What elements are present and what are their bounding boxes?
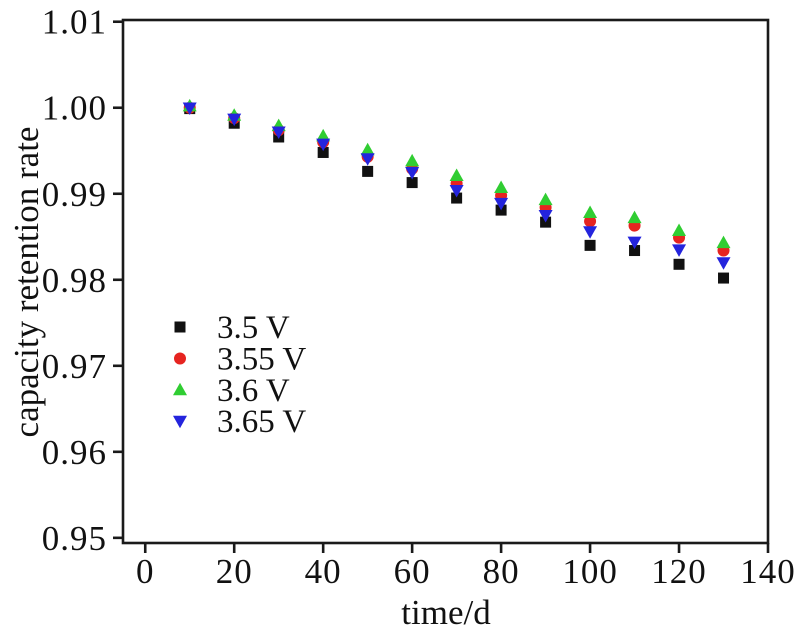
legend-item-3-65-v: 3.65 V [173, 404, 306, 440]
series-3-65-v [182, 102, 731, 270]
y-axis-tick-label: 0.96 [42, 433, 107, 472]
series-3-6-v [182, 98, 731, 249]
legend-label: 3.55 V [217, 342, 306, 378]
data-point-3-5-v [629, 245, 641, 257]
data-point-3-65-v [672, 244, 687, 257]
data-point-3-6-v [627, 210, 642, 224]
legend-circle-icon [174, 352, 186, 365]
data-point-3-5-v [362, 165, 374, 177]
legend-label: 3.65 V [217, 404, 306, 440]
legend-item-3-6-v: 3.6 V [173, 373, 290, 409]
x-axis-tick-label: 60 [394, 552, 431, 591]
x-axis-tick-label: 0 [136, 552, 155, 591]
data-point-3-5-v [673, 258, 685, 270]
data-point-3-65-v [405, 166, 420, 180]
data-point-3-6-v [405, 153, 420, 167]
data-point-3-65-v [360, 153, 375, 166]
y-axis-tick-label: 0.98 [42, 261, 107, 300]
x-axis-tick-label: 20 [216, 552, 253, 591]
legend-item-3-5-v: 3.5 V [174, 310, 290, 346]
legend-triangle-up-icon [173, 382, 187, 396]
data-point-3-6-v [316, 128, 331, 142]
legend-label: 3.5 V [217, 310, 290, 346]
data-point-3-6-v [360, 142, 375, 156]
data-point-3-65-v [538, 209, 553, 223]
y-axis-tick-label: 1.01 [42, 3, 107, 42]
data-point-3-5-v [451, 192, 463, 204]
data-point-3-65-v [182, 102, 197, 115]
y-axis-tick-label: 0.97 [42, 347, 107, 386]
data-point-3-6-v [716, 235, 731, 249]
x-axis-tick-label: 40 [305, 552, 342, 591]
x-axis-tick-label: 140 [740, 552, 796, 591]
y-axis-tick-label: 0.99 [42, 175, 107, 214]
data-point-3-5-v [584, 239, 596, 251]
data-point-3-65-v [494, 197, 509, 211]
data-point-3-5-v [406, 177, 418, 189]
data-point-3-65-v [449, 185, 464, 198]
x-axis-tick-label: 100 [562, 552, 618, 591]
data-point-3-6-v [494, 180, 509, 194]
legend-item-3-55-v: 3.55 V [174, 342, 306, 378]
data-point-3-6-v [449, 168, 464, 181]
legend-triangle-down-icon [173, 415, 187, 429]
data-point-3-65-v [271, 126, 286, 140]
data-point-3-5-v [718, 272, 730, 284]
data-point-3-65-v [316, 138, 331, 152]
data-point-3-6-v [583, 205, 598, 218]
data-point-3-65-v [716, 257, 731, 270]
data-point-3-5-v [317, 146, 329, 158]
data-point-3-6-v [672, 223, 687, 237]
data-point-3-65-v [627, 236, 642, 250]
legend-square-icon [174, 321, 186, 333]
data-point-3-55-v [584, 215, 597, 228]
x-axis-tick-label: 80 [483, 552, 520, 591]
data-point-3-6-v [538, 192, 553, 206]
y-axis-title: capacity retention rate [7, 127, 46, 438]
y-axis-tick-label: 1.00 [42, 89, 107, 128]
y-axis-tick-label: 0.95 [42, 519, 107, 558]
x-axis-tick-label: 120 [651, 552, 707, 591]
plot-frame [121, 18, 770, 545]
data-point-3-65-v [583, 226, 598, 239]
plot-area: 0 20 40 60 80 100 120 140 0.95 0.96 0.97 0.98 0.99 1.… [42, 3, 796, 591]
legend: 3.5 V3.55 V3.6 V3.65 V [173, 310, 306, 440]
x-axis-title: time/d [401, 593, 491, 632]
data-point-3-65-v [227, 113, 242, 127]
legend-label: 3.6 V [217, 373, 290, 409]
